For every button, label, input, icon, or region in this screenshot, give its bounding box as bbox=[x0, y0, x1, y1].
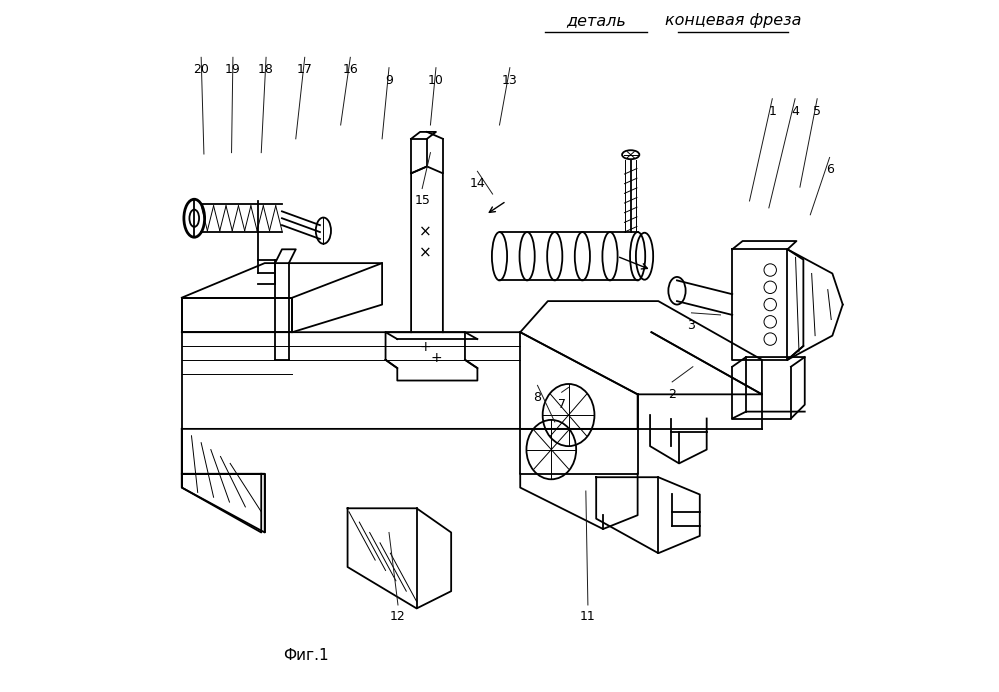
Text: +: + bbox=[420, 340, 431, 354]
Text: 11: 11 bbox=[580, 610, 595, 623]
Text: 20: 20 bbox=[193, 63, 209, 76]
Text: 8: 8 bbox=[533, 391, 541, 404]
Text: Фиг.1: Фиг.1 bbox=[284, 648, 329, 663]
Text: концевая фреза: концевая фреза bbox=[664, 13, 801, 28]
Text: 2: 2 bbox=[668, 388, 676, 401]
Text: 14: 14 bbox=[470, 177, 486, 190]
Text: 6: 6 bbox=[826, 163, 833, 176]
Text: 3: 3 bbox=[687, 319, 695, 331]
Text: 15: 15 bbox=[415, 194, 431, 208]
Text: 10: 10 bbox=[428, 73, 444, 86]
Text: 12: 12 bbox=[390, 610, 406, 623]
Text: ×: × bbox=[419, 245, 432, 260]
Text: 7: 7 bbox=[557, 398, 565, 411]
Text: 17: 17 bbox=[297, 63, 313, 76]
Text: 16: 16 bbox=[343, 63, 359, 76]
Text: 9: 9 bbox=[385, 73, 393, 86]
Text: 5: 5 bbox=[813, 104, 821, 118]
Text: 19: 19 bbox=[225, 63, 241, 76]
Text: 18: 18 bbox=[258, 63, 274, 76]
Text: 1: 1 bbox=[768, 104, 776, 118]
Text: 4: 4 bbox=[791, 104, 799, 118]
Text: деталь: деталь bbox=[566, 13, 626, 28]
Text: 13: 13 bbox=[501, 73, 517, 86]
Text: ×: × bbox=[419, 224, 432, 239]
Text: +: + bbox=[431, 352, 442, 365]
